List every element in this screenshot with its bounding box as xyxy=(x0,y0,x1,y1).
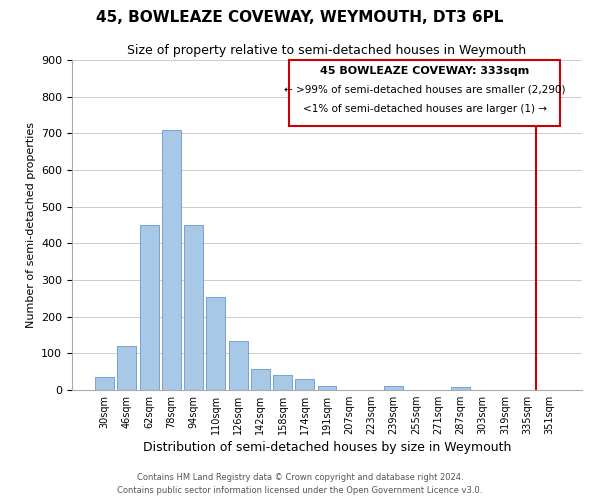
Bar xyxy=(184,225,203,390)
Bar xyxy=(206,296,225,390)
Text: <1% of semi-detached houses are larger (1) →: <1% of semi-detached houses are larger (… xyxy=(303,104,547,115)
Bar xyxy=(451,387,470,390)
FancyBboxPatch shape xyxy=(289,60,560,126)
Text: 45, BOWLEAZE COVEWAY, WEYMOUTH, DT3 6PL: 45, BOWLEAZE COVEWAY, WEYMOUTH, DT3 6PL xyxy=(97,10,503,25)
Bar xyxy=(140,225,158,390)
Text: 45 BOWLEAZE COVEWAY: 333sqm: 45 BOWLEAZE COVEWAY: 333sqm xyxy=(320,66,529,76)
Title: Size of property relative to semi-detached houses in Weymouth: Size of property relative to semi-detach… xyxy=(127,44,527,58)
Bar xyxy=(229,340,248,390)
X-axis label: Distribution of semi-detached houses by size in Weymouth: Distribution of semi-detached houses by … xyxy=(143,442,511,454)
Bar xyxy=(251,369,270,390)
Bar xyxy=(295,379,314,390)
Text: Contains HM Land Registry data © Crown copyright and database right 2024.
Contai: Contains HM Land Registry data © Crown c… xyxy=(118,474,482,495)
Bar xyxy=(162,130,181,390)
Text: ← >99% of semi-detached houses are smaller (2,290): ← >99% of semi-detached houses are small… xyxy=(284,84,566,94)
Bar xyxy=(118,346,136,390)
Bar xyxy=(384,386,403,390)
Y-axis label: Number of semi-detached properties: Number of semi-detached properties xyxy=(26,122,35,328)
Bar xyxy=(273,376,292,390)
Bar xyxy=(95,377,114,390)
Bar xyxy=(317,386,337,390)
